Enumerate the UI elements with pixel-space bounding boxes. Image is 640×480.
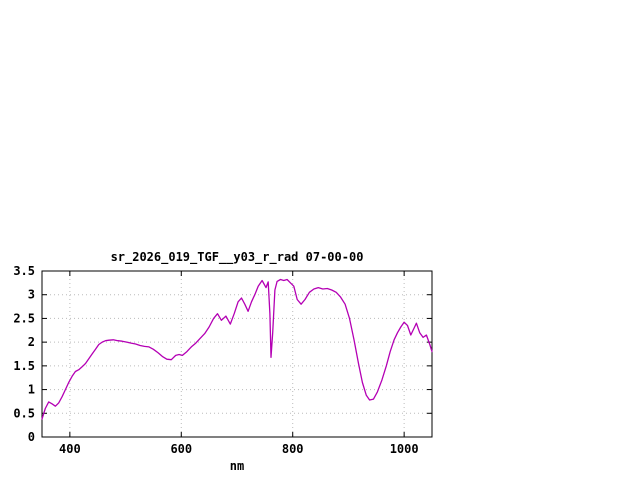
x-tick-label: 600 xyxy=(170,442,192,456)
plot-border xyxy=(41,270,433,438)
x-tick-label: 800 xyxy=(282,442,304,456)
x-axis-label: nm xyxy=(229,459,245,473)
y-tick-label: 0 xyxy=(28,430,35,444)
y-tick-label: 1 xyxy=(28,383,35,397)
y-tick-label: 0.5 xyxy=(13,406,35,420)
y-tick-label: 2 xyxy=(28,335,35,349)
chart-title: sr_2026_019_TGF__y03_r_rad 07-00-00 xyxy=(110,250,364,264)
x-tick-label: 1000 xyxy=(390,442,419,456)
spectrum-line xyxy=(41,278,433,420)
x-tick-label: 400 xyxy=(59,442,81,456)
y-tick-label: 1.5 xyxy=(13,359,35,373)
y-tick-label: 2.5 xyxy=(13,311,35,325)
y-tick-label: 3.5 xyxy=(13,264,35,278)
y-tick-label: 3 xyxy=(28,288,35,302)
